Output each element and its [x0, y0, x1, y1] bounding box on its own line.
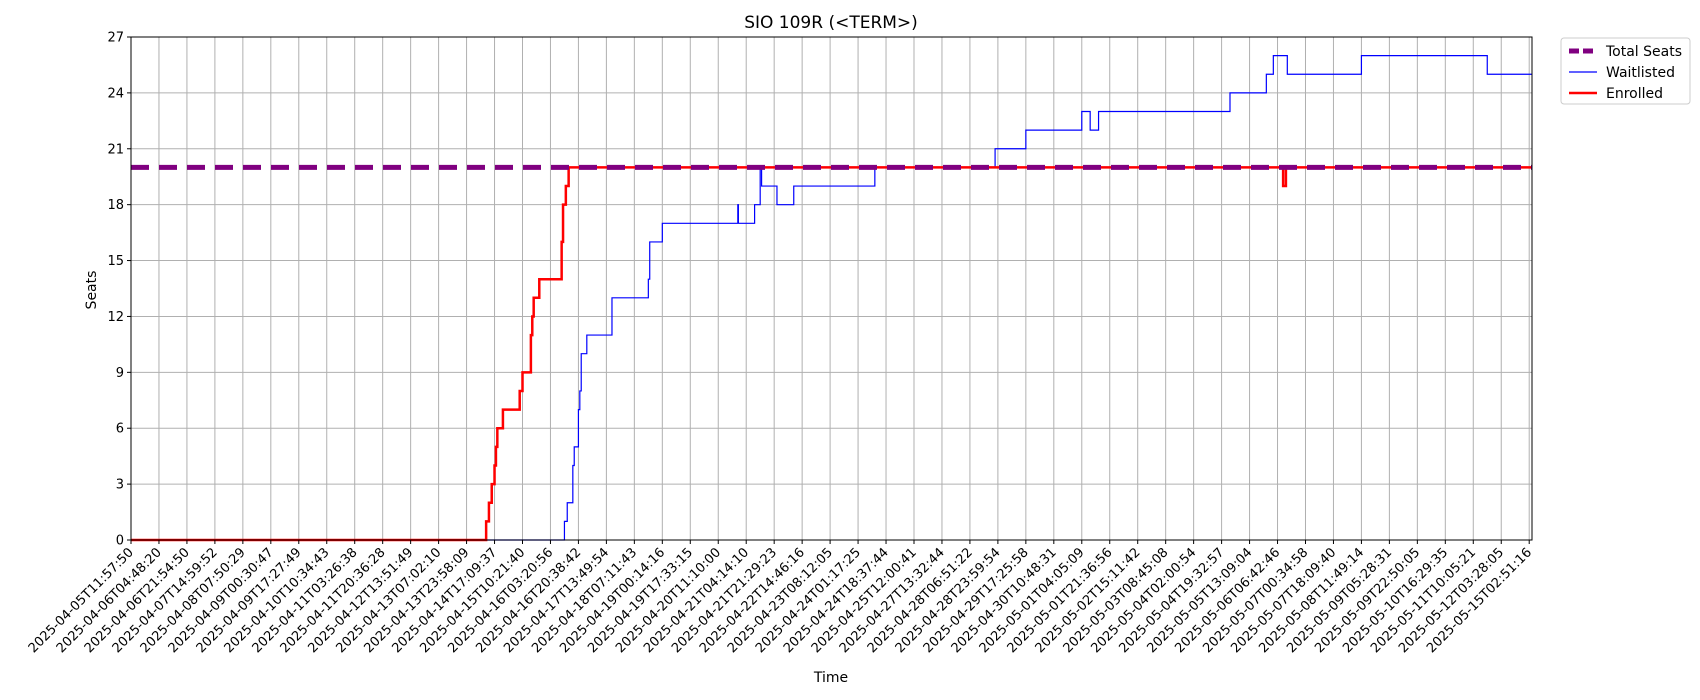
y-tick-label: 24	[107, 86, 124, 101]
y-tick-label: 18	[107, 198, 124, 213]
y-tick-label: 3	[116, 478, 124, 493]
y-axis-label: Seats	[84, 271, 100, 310]
grid-lines	[130, 36, 1532, 541]
legend-box	[1560, 37, 1691, 105]
y-axis: 0 3 6 9 12 15 18 21 24 27	[107, 31, 131, 549]
legend-label: Waitlisted	[1606, 65, 1675, 81]
y-tick-label: 15	[107, 254, 124, 269]
plot-frame	[130, 36, 1533, 541]
chart-title: SIO 109R (<TERM>)	[744, 13, 918, 33]
series-layer	[131, 55, 1532, 542]
series-line-waitlisted	[131, 55, 1532, 541]
legend: Total Seats Waitlisted Enrolled	[1560, 37, 1691, 105]
y-tick-label: 0	[116, 534, 124, 549]
y-tick-label: 12	[107, 310, 124, 325]
legend-label: Enrolled	[1606, 86, 1663, 102]
y-tick-label: 21	[107, 142, 124, 157]
y-tick-label: 27	[107, 31, 124, 46]
y-tick-label: 9	[116, 366, 124, 381]
x-axis-label: Time	[813, 670, 848, 686]
series-line-enrolled	[131, 166, 1532, 542]
x-axis: 2025-04-05T11:57:502025-04-06T04:48:2020…	[26, 540, 1535, 656]
y-tick-label: 6	[116, 422, 124, 437]
legend-label: Total Seats	[1605, 44, 1682, 60]
